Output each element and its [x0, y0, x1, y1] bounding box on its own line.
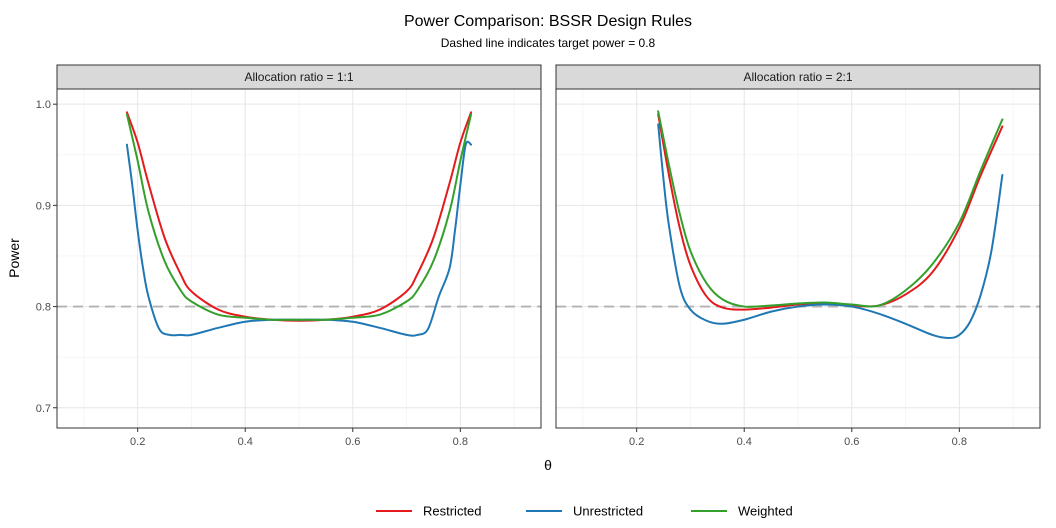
legend: Restricted Unrestricted Weighted: [376, 504, 793, 519]
x-axis-title: θ: [544, 457, 552, 473]
x-tick-label: 0.6: [345, 436, 360, 448]
series-line-weighted: [657, 110, 1004, 308]
x-tick-label: 0.8: [453, 436, 468, 448]
y-axis-title: Power: [6, 238, 22, 278]
series-line-weighted: [125, 113, 473, 321]
legend-label-unrestricted: Unrestricted: [573, 504, 643, 519]
strip-background: [56, 64, 542, 90]
legend-label-restricted: Restricted: [423, 504, 482, 519]
x-tick-label: 0.6: [844, 436, 859, 448]
legend-label-weighted: Weighted: [738, 504, 793, 519]
plot-area: [57, 89, 541, 428]
strip-label: Allocation ratio = 1:1: [244, 70, 353, 84]
y-tick-label: 1.0: [36, 99, 51, 111]
series-line-restricted: [657, 113, 1004, 311]
series-line-restricted: [125, 111, 473, 322]
x-tick-label: 0.2: [629, 436, 644, 448]
panel-allocation-2-1: Allocation ratio = 2:1: [555, 64, 1041, 429]
panel-allocation-1-1: Allocation ratio = 1:1: [56, 64, 542, 429]
panel-border: [56, 88, 542, 429]
y-axis: 0.7 0.8 0.9 1.0: [36, 99, 57, 415]
y-tick-label: 0.7: [36, 403, 51, 415]
x-tick-label: 0.2: [130, 436, 145, 448]
x-tick-label: 0.4: [737, 436, 752, 448]
panel-border: [555, 88, 1041, 429]
plot-area: [556, 89, 1040, 428]
y-tick-label: 0.9: [36, 200, 51, 212]
strip-background: [555, 64, 1041, 90]
x-axis: 0.2 0.4 0.6 0.8 0.2 0.4 0.6 0.8: [130, 428, 967, 448]
series-line-unrestricted: [657, 123, 1004, 339]
x-tick-label: 0.8: [952, 436, 967, 448]
y-tick-label: 0.8: [36, 302, 51, 314]
chart-subtitle: Dashed line indicates target power = 0.8: [441, 36, 656, 50]
x-tick-label: 0.4: [238, 436, 253, 448]
strip-label: Allocation ratio = 2:1: [743, 70, 852, 84]
chart-title: Power Comparison: BSSR Design Rules: [404, 13, 692, 30]
